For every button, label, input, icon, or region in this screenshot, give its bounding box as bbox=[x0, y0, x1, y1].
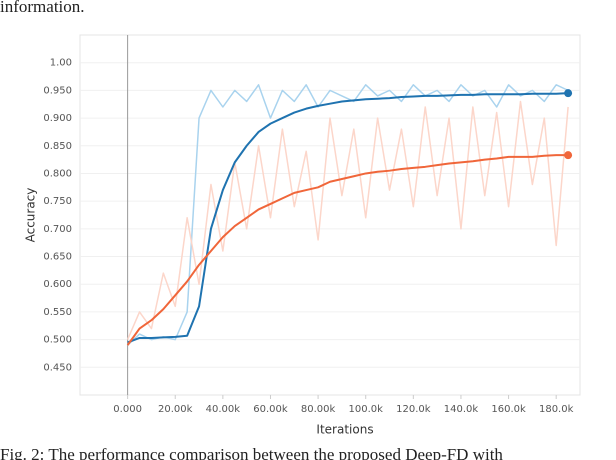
smoothed-line bbox=[126, 154, 569, 346]
y-tick-label: 0.900 bbox=[43, 113, 72, 124]
y-tick-label: 0.500 bbox=[43, 335, 72, 346]
x-tick-label: 80.00k bbox=[301, 404, 336, 415]
y-tick-label: 1.00 bbox=[50, 58, 72, 69]
x-tick-label: 100.0k bbox=[349, 404, 384, 415]
y-tick-label: 0.600 bbox=[43, 279, 72, 290]
y-tick-label: 0.650 bbox=[43, 252, 72, 263]
x-tick-label: 120.0k bbox=[396, 404, 431, 415]
y-axis-title: Accuracy bbox=[24, 188, 38, 243]
y-tick-label: 0.950 bbox=[43, 85, 72, 96]
y-tick-label: 0.700 bbox=[43, 224, 72, 235]
y-tick-label: 0.450 bbox=[43, 362, 72, 373]
x-tick-label: 180.0k bbox=[539, 404, 574, 415]
x-tick-label: 160.0k bbox=[491, 404, 526, 415]
smoothed-line bbox=[127, 92, 569, 344]
x-tick-label: 0.000 bbox=[113, 404, 142, 415]
x-tick-label: 40.00k bbox=[206, 404, 241, 415]
plot-frame bbox=[79, 34, 581, 396]
end-dot bbox=[564, 89, 573, 98]
end-dot bbox=[564, 151, 573, 160]
x-tick-label: 140.0k bbox=[444, 404, 479, 415]
x-axis-title: Iterations bbox=[316, 423, 373, 437]
text-above: information. bbox=[0, 0, 85, 16]
y-tick-label: 0.550 bbox=[43, 307, 72, 318]
raw-line bbox=[126, 100, 569, 340]
caption: Fig. 2: The performance comparison betwe… bbox=[0, 445, 503, 460]
y-tick-label: 0.750 bbox=[43, 196, 72, 207]
raw-line bbox=[127, 84, 569, 346]
x-tick-label: 20.00k bbox=[158, 404, 193, 415]
y-tick-label: 0.800 bbox=[43, 168, 72, 179]
x-tick-label: 60.00k bbox=[253, 404, 288, 415]
y-tick-label: 0.850 bbox=[43, 141, 72, 152]
